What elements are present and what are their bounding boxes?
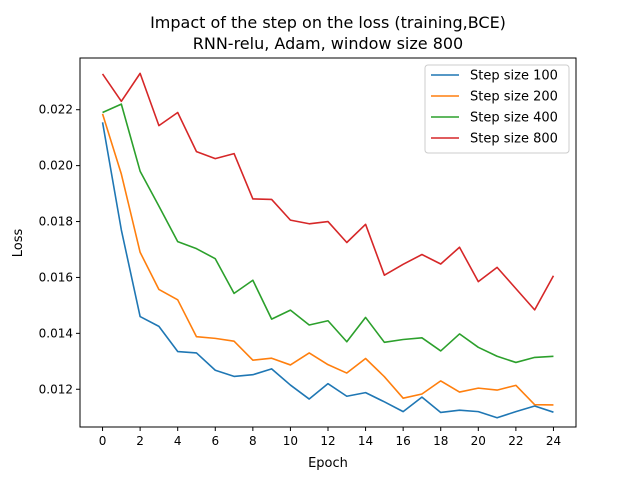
x-tick-label: 12 bbox=[320, 434, 335, 448]
x-tick-label: 20 bbox=[471, 434, 486, 448]
x-tick-label: 2 bbox=[136, 434, 144, 448]
x-tick-label: 22 bbox=[508, 434, 523, 448]
series-line-step-size-400 bbox=[102, 103, 554, 364]
legend-items: Step size 100 Step size 200 Step size 400 S… bbox=[431, 69, 558, 147]
series-line-step-size-100 bbox=[101, 122, 554, 419]
y-axis-label: Loss bbox=[11, 229, 26, 258]
y-tick-label: 0.020 bbox=[39, 159, 73, 173]
x-axis: 0 2 4 6 8 10 12 14 16 18 20 22 24 bbox=[99, 427, 561, 448]
x-tick-label: 16 bbox=[396, 434, 411, 448]
legend-label-step-size-200: Step size 200 bbox=[470, 90, 558, 105]
legend-label-step-size-100: Step size 100 bbox=[470, 69, 558, 84]
x-tick-label: 18 bbox=[433, 434, 448, 448]
chart-title-line-2: RNN-relu, Adam, window size 800 bbox=[193, 34, 463, 53]
y-axis: 0.012 0.014 0.016 0.018 0.020 0.022 bbox=[39, 103, 80, 396]
series-line-step-size-800 bbox=[101, 72, 555, 311]
y-tick-label: 0.012 bbox=[39, 382, 73, 396]
chart-title-line-1: Impact of the step on the loss (training… bbox=[150, 13, 506, 32]
y-tick-label: 0.022 bbox=[39, 103, 73, 117]
legend-label-step-size-400: Step size 400 bbox=[470, 111, 558, 126]
plot-area bbox=[101, 72, 555, 419]
x-tick-label: 10 bbox=[283, 434, 298, 448]
x-tick-label: 4 bbox=[174, 434, 182, 448]
x-tick-label: 24 bbox=[546, 434, 561, 448]
legend-label-step-size-800: Step size 800 bbox=[470, 132, 558, 147]
x-tick-label: 8 bbox=[249, 434, 257, 448]
x-tick-label: 0 bbox=[99, 434, 107, 448]
y-tick-label: 0.014 bbox=[39, 326, 73, 340]
y-tick-label: 0.018 bbox=[39, 215, 73, 229]
x-tick-label: 14 bbox=[358, 434, 373, 448]
series-line-step-size-200 bbox=[101, 113, 554, 406]
x-tick-label: 6 bbox=[211, 434, 219, 448]
x-axis-label: Epoch bbox=[308, 456, 348, 471]
legend: Step size 100 Step size 200 Step size 400 S… bbox=[424, 64, 570, 154]
legend-frame bbox=[424, 64, 570, 154]
y-tick-label: 0.016 bbox=[39, 270, 73, 284]
